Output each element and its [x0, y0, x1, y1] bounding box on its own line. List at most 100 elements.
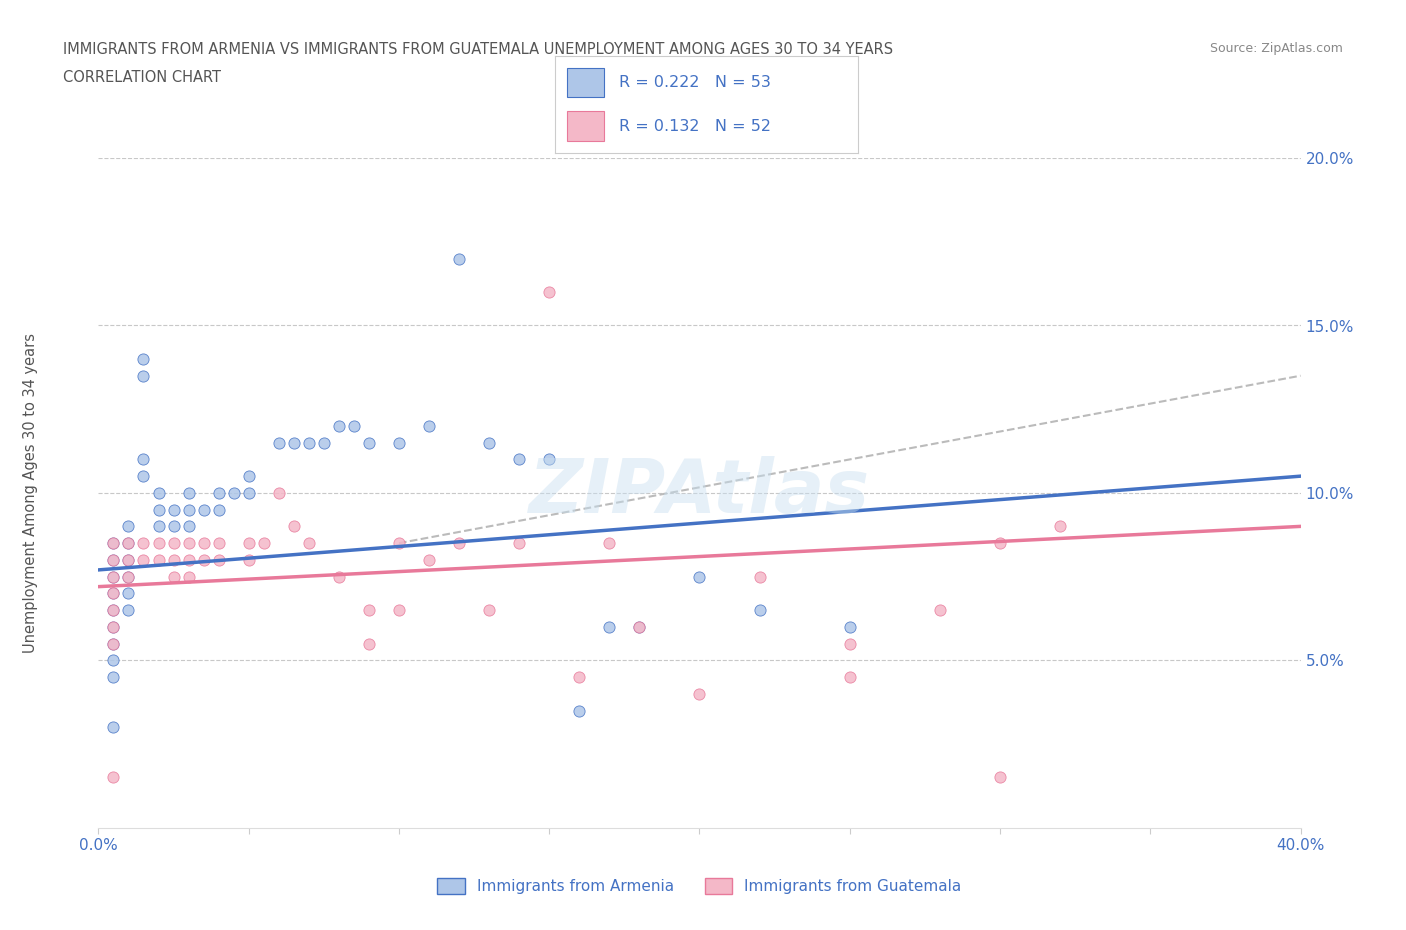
Point [343, 418, 366, 433]
Text: IMMIGRANTS FROM ARMENIA VS IMMIGRANTS FROM GUATEMALA UNEMPLOYMENT AMONG AGES 30 : IMMIGRANTS FROM ARMENIA VS IMMIGRANTS FR… [63, 42, 893, 57]
Point [598, 619, 620, 634]
Point [929, 603, 952, 618]
Point [148, 519, 170, 534]
Point [177, 519, 200, 534]
Point [238, 536, 260, 551]
Point [193, 536, 215, 551]
Point [148, 552, 170, 567]
Point [193, 502, 215, 517]
Bar [568, 112, 603, 140]
Point [117, 536, 139, 551]
Point [162, 502, 184, 517]
Point [418, 418, 440, 433]
Point [222, 485, 245, 500]
Point [117, 552, 139, 567]
Point [748, 569, 770, 584]
Point [267, 435, 290, 450]
Point [238, 469, 260, 484]
Point [117, 552, 139, 567]
Point [357, 636, 380, 651]
Point [177, 502, 200, 517]
Point [117, 569, 139, 584]
Point [103, 670, 125, 684]
Point [838, 670, 860, 684]
Point [103, 653, 125, 668]
Point [132, 469, 155, 484]
Point [132, 536, 155, 551]
Point [132, 368, 155, 383]
Point [238, 485, 260, 500]
Point [357, 603, 380, 618]
Point [177, 485, 200, 500]
Point [253, 536, 276, 551]
Point [117, 586, 139, 601]
Point [689, 569, 711, 584]
Point [103, 569, 125, 584]
Point [177, 536, 200, 551]
Point [388, 435, 411, 450]
Point [162, 519, 184, 534]
Point [1049, 519, 1071, 534]
Text: Source: ZipAtlas.com: Source: ZipAtlas.com [1209, 42, 1343, 55]
Point [598, 536, 620, 551]
Point [838, 619, 860, 634]
Point [103, 552, 125, 567]
Point [162, 536, 184, 551]
Text: R = 0.222   N = 53: R = 0.222 N = 53 [619, 74, 770, 89]
Point [103, 586, 125, 601]
Point [628, 619, 651, 634]
Point [103, 552, 125, 567]
Point [283, 519, 305, 534]
Legend: Immigrants from Armenia, Immigrants from Guatemala: Immigrants from Armenia, Immigrants from… [432, 872, 967, 900]
Point [628, 619, 651, 634]
Point [148, 485, 170, 500]
Point [193, 552, 215, 567]
Point [508, 452, 530, 467]
Point [538, 285, 561, 299]
Point [508, 536, 530, 551]
Point [148, 536, 170, 551]
Point [148, 502, 170, 517]
Text: CORRELATION CHART: CORRELATION CHART [63, 70, 221, 85]
Text: R = 0.132   N = 52: R = 0.132 N = 52 [619, 119, 770, 134]
Point [103, 603, 125, 618]
Point [447, 536, 470, 551]
Point [103, 770, 125, 785]
Point [538, 452, 561, 467]
Point [103, 536, 125, 551]
Point [162, 569, 184, 584]
Point [357, 435, 380, 450]
Point [988, 536, 1011, 551]
Point [177, 552, 200, 567]
Point [447, 251, 470, 266]
Point [103, 536, 125, 551]
Point [103, 636, 125, 651]
Point [328, 418, 350, 433]
Point [298, 435, 321, 450]
Text: ZIPAtlas: ZIPAtlas [529, 457, 870, 529]
Point [117, 569, 139, 584]
Point [478, 603, 501, 618]
Point [689, 686, 711, 701]
Point [177, 569, 200, 584]
Point [103, 603, 125, 618]
Point [208, 552, 231, 567]
Point [568, 670, 591, 684]
Point [298, 536, 321, 551]
Point [132, 552, 155, 567]
Point [103, 636, 125, 651]
Point [267, 485, 290, 500]
Point [132, 452, 155, 467]
Point [418, 552, 440, 567]
Point [208, 502, 231, 517]
Point [208, 536, 231, 551]
Point [388, 603, 411, 618]
Bar [568, 68, 603, 97]
Point [103, 569, 125, 584]
Point [328, 569, 350, 584]
Point [103, 619, 125, 634]
Point [283, 435, 305, 450]
Point [117, 603, 139, 618]
Point [117, 519, 139, 534]
Point [388, 536, 411, 551]
